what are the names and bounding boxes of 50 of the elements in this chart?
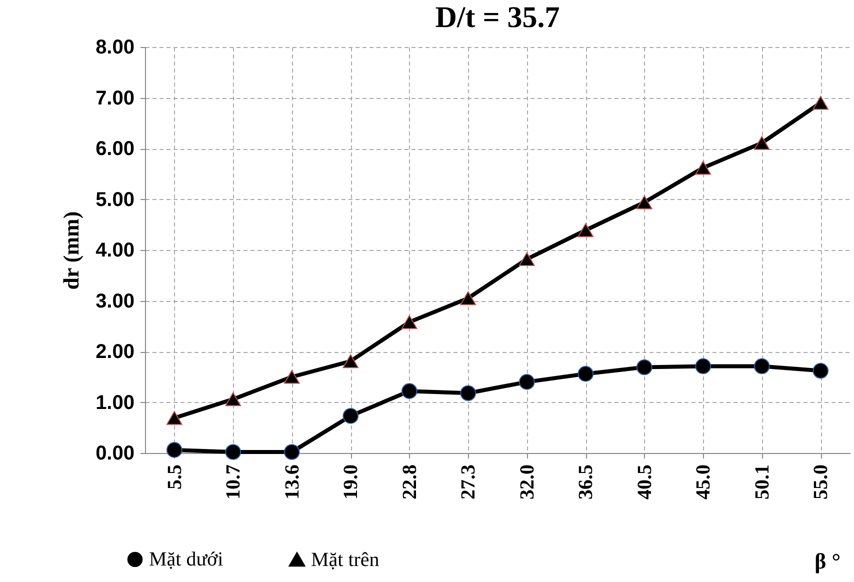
point	[636, 195, 652, 210]
chart-title: D/t = 35.7	[435, 1, 560, 34]
y-tick-label: 3.00	[96, 290, 134, 312]
point	[284, 444, 300, 460]
point	[636, 359, 652, 376]
point	[166, 411, 182, 425]
point	[695, 358, 712, 374]
y-tick-label: 5.00	[96, 188, 134, 211]
x-tick-label: 19.0	[340, 464, 362, 500]
point	[754, 358, 770, 374]
point	[342, 408, 359, 424]
y-tick-label: 0.00	[96, 442, 134, 464]
point	[578, 223, 594, 238]
x-tick-label: 22.8	[398, 464, 421, 500]
point	[460, 385, 476, 402]
point	[342, 354, 359, 368]
y-tick-label: 4.00	[96, 240, 134, 262]
point	[401, 315, 418, 329]
x-tick-label: 55.0	[810, 464, 832, 500]
x-tick-label: 13.6	[281, 464, 304, 500]
x-tick-label: 27.3	[458, 464, 480, 500]
point	[578, 366, 594, 382]
x-tick-label: 40.5	[634, 464, 656, 500]
y-axis-title: dr (mm)	[58, 211, 84, 290]
point	[225, 444, 242, 460]
point	[225, 392, 242, 406]
y-tick-label: 1.00	[96, 392, 134, 414]
point	[812, 96, 829, 110]
point	[460, 291, 476, 306]
x-tick-label: 32.0	[516, 464, 538, 500]
x-tick-label: 45.0	[692, 464, 715, 500]
y-tick-label: 6.00	[96, 138, 134, 160]
point	[754, 136, 770, 150]
x-tick-label: 36.5	[575, 464, 598, 500]
y-tick-label: 8.00	[96, 36, 134, 58]
point	[695, 160, 712, 175]
point	[812, 362, 829, 379]
point	[284, 370, 300, 384]
y-tick-label: 7.00	[96, 87, 134, 110]
point	[518, 252, 535, 266]
x-tick-label: 5.5	[164, 464, 186, 490]
point	[166, 442, 182, 458]
legend-label: Mặt dưới	[149, 548, 224, 570]
y-tick-label: 2.00	[96, 341, 134, 363]
point	[401, 383, 418, 399]
point	[518, 374, 535, 390]
x-axis-title: β °	[814, 548, 840, 574]
x-tick-label: 50.1	[751, 464, 774, 500]
x-tick-label: 10.7	[222, 464, 245, 500]
legend-label: Mặt trên	[311, 548, 380, 571]
